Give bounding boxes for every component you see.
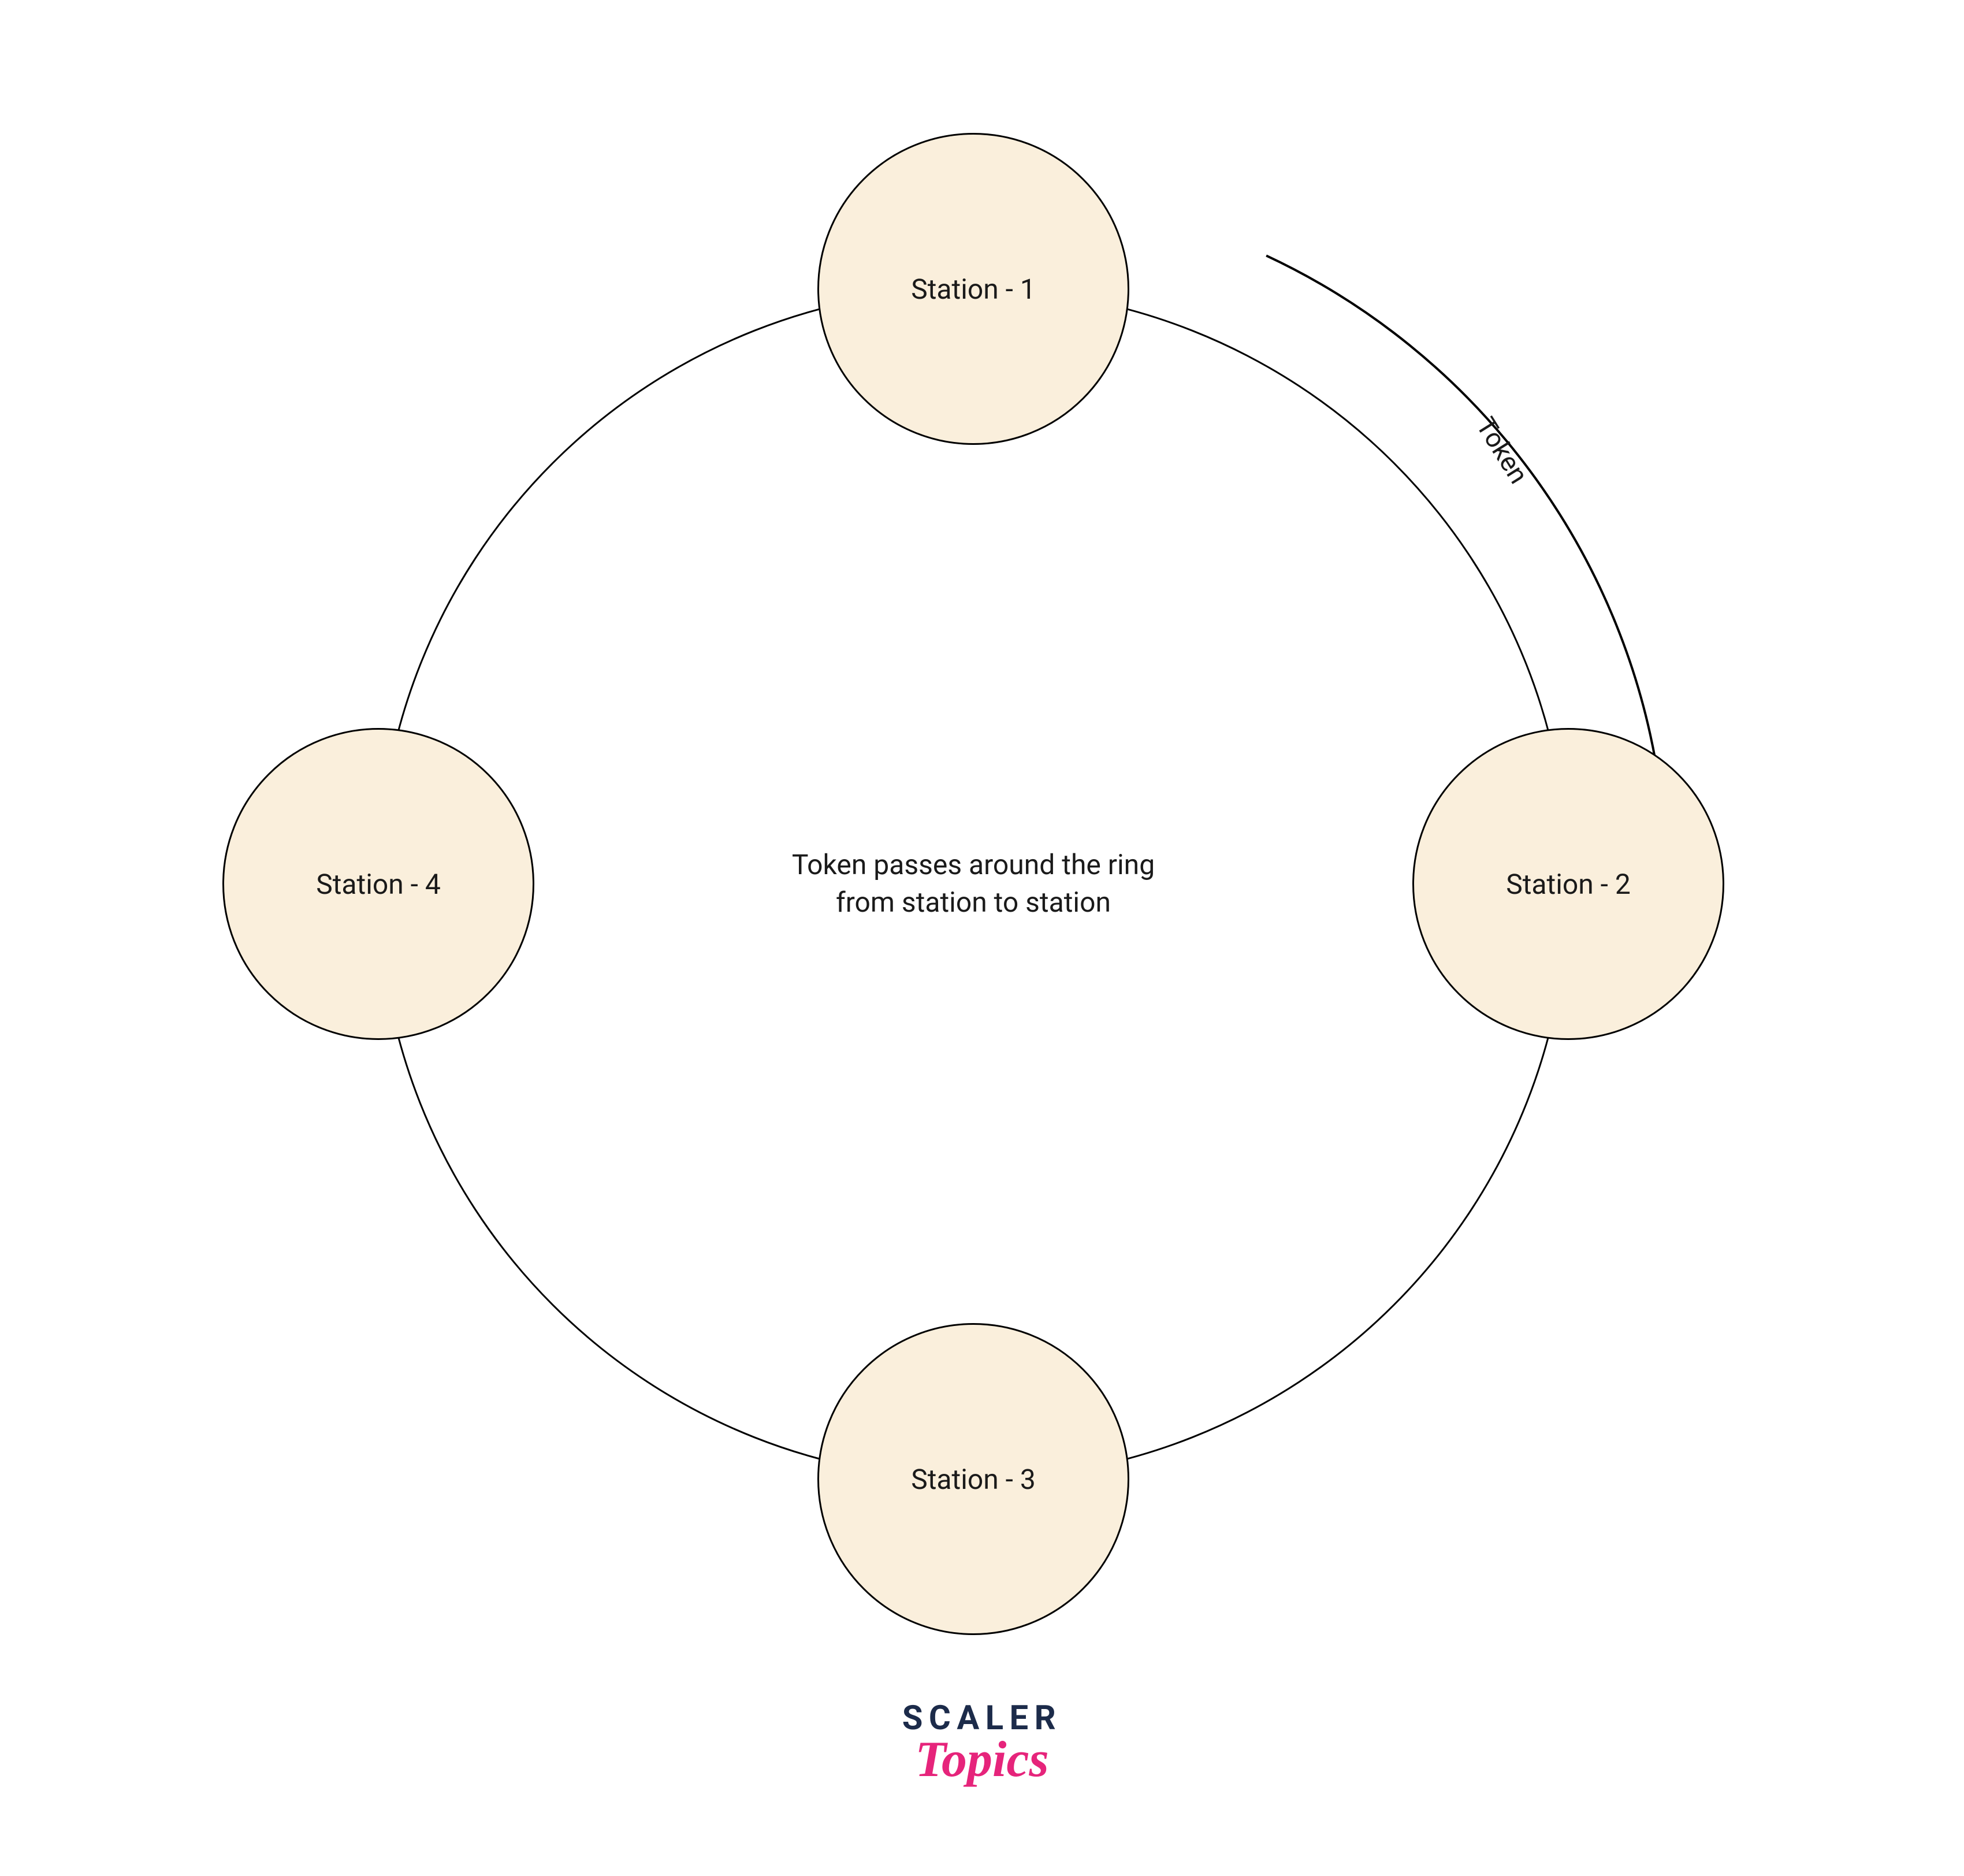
node-station-4: Station - 4 [222, 728, 534, 1040]
brand-logo-sub: Topics [902, 1730, 1062, 1789]
brand-logo: SCALER Topics [902, 1699, 1062, 1789]
node-label-station-4: Station - 4 [316, 868, 441, 901]
diagram-canvas: Token passes around the ring from statio… [0, 0, 1964, 1876]
node-label-station-2: Station - 2 [1506, 868, 1631, 901]
node-label-station-1: Station - 1 [911, 273, 1036, 306]
center-caption: Token passes around the ring from statio… [792, 846, 1155, 922]
node-label-station-3: Station - 3 [911, 1463, 1036, 1496]
node-station-3: Station - 3 [817, 1323, 1129, 1635]
node-station-2: Station - 2 [1412, 728, 1724, 1040]
node-station-1: Station - 1 [817, 133, 1129, 445]
center-caption-line2: from station to station [792, 884, 1155, 922]
center-caption-line1: Token passes around the ring [792, 846, 1155, 884]
